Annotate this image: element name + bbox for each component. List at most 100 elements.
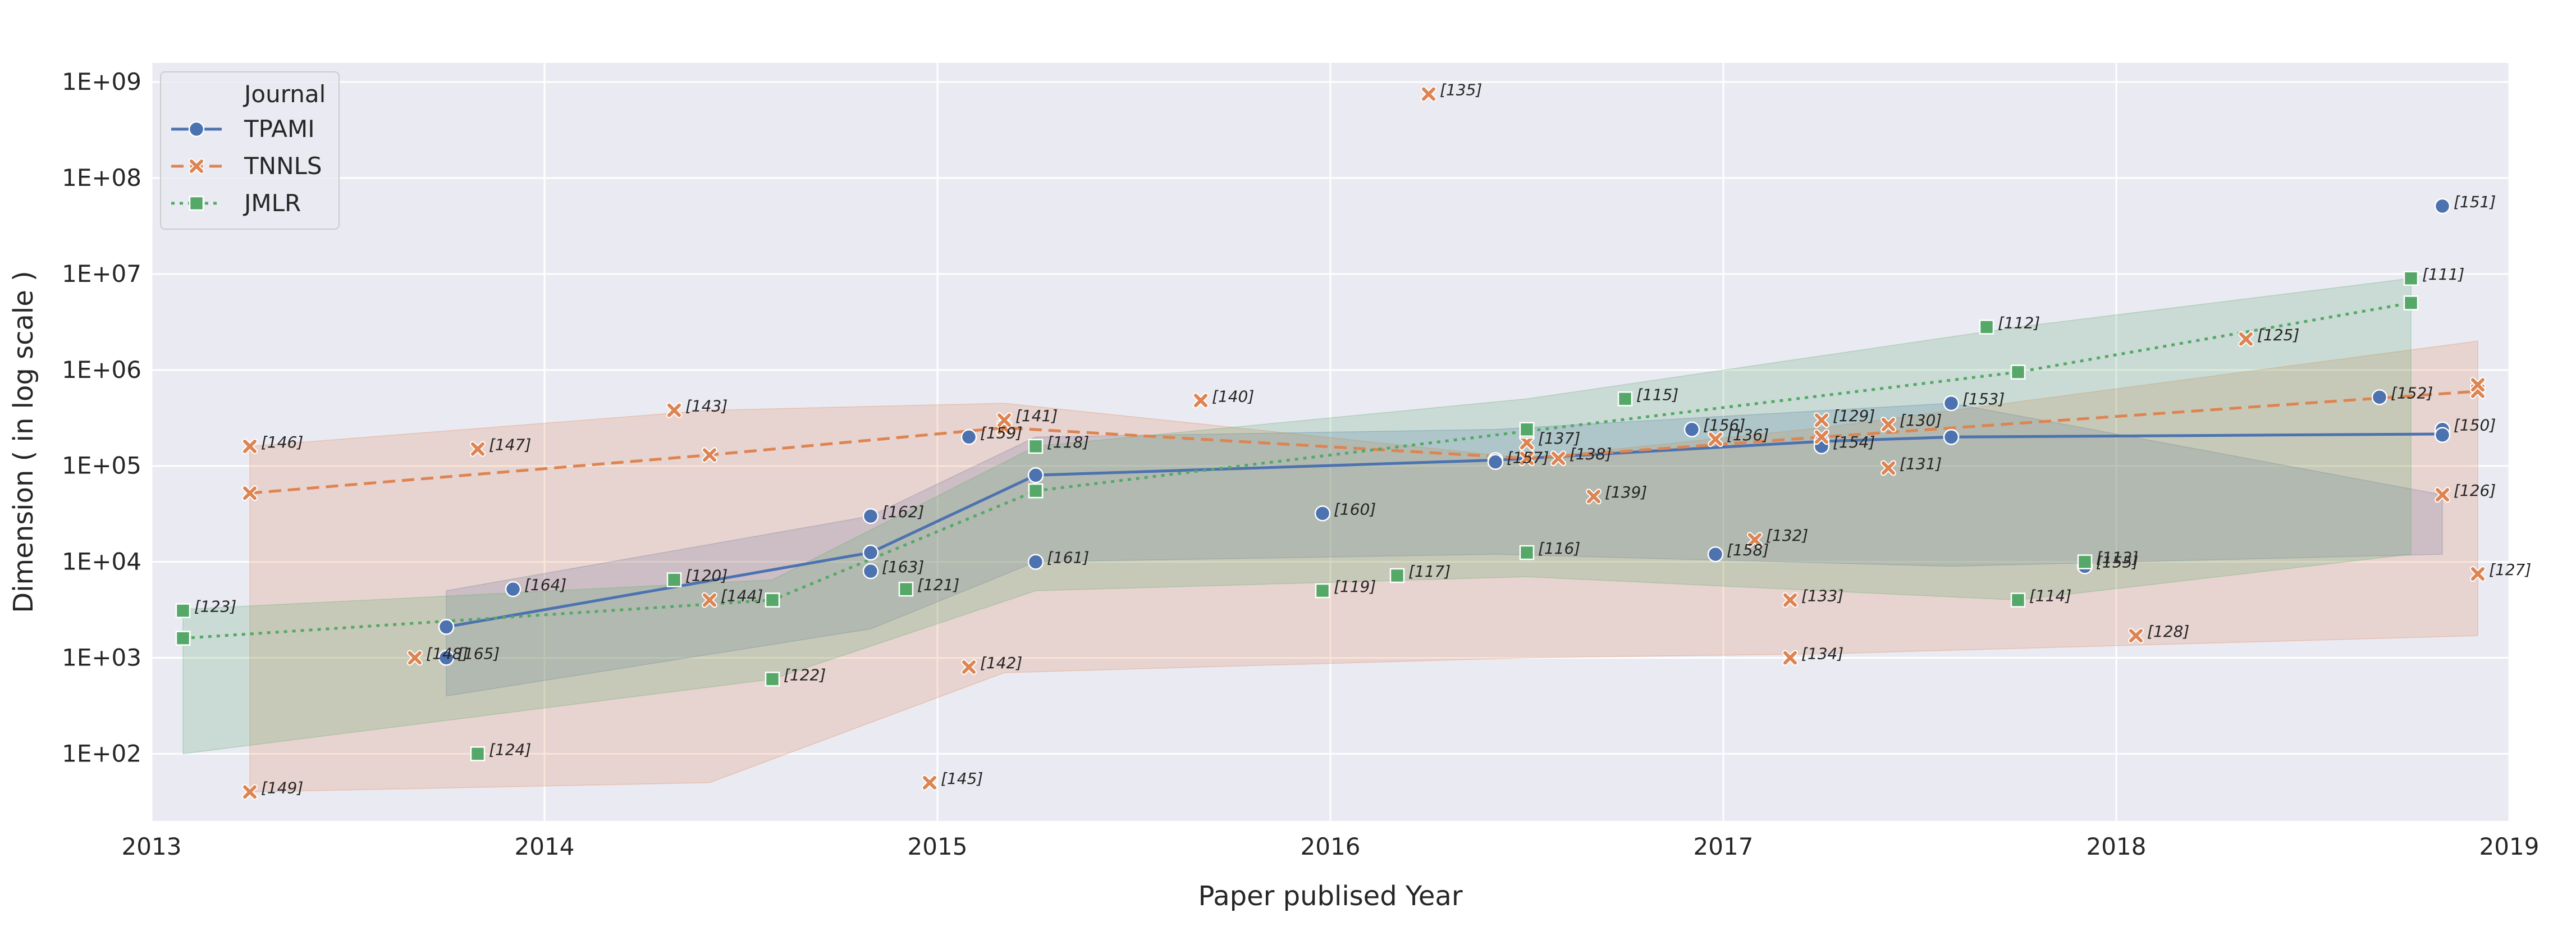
jmlr-point-label: [112]	[1998, 313, 2040, 332]
jmlr-line	[182, 301, 2412, 640]
y-tick-label: 1E+04	[62, 548, 141, 576]
tnnls-point-label: [148]	[426, 644, 468, 663]
tnnls-point-label: [127]	[2489, 560, 2531, 579]
tpami-point-label: [164]	[524, 576, 566, 594]
confidence-bands	[182, 277, 2478, 793]
tpami-point	[960, 429, 977, 445]
tnnls-point	[961, 659, 977, 676]
tnnls-point-stroke	[2471, 378, 2485, 392]
tpami-point	[2434, 198, 2451, 215]
tnnls-point	[1782, 650, 1798, 666]
tnnls-point	[2128, 628, 2144, 644]
x-tick-label: 2015	[908, 833, 968, 860]
jmlr-point	[2010, 364, 2026, 380]
y-axis-ticks: 1E+02 1E+03 1E+04 1E+05 1E+06 1E+07 1E+08 1E+09	[62, 68, 141, 767]
tnnls-band	[249, 340, 2478, 793]
x-tick-label: 2017	[1694, 833, 1754, 860]
jmlr-point-label: [121]	[917, 576, 959, 594]
tnnls-point	[2470, 377, 2486, 393]
tnnls-point-stroke	[243, 486, 257, 500]
jmlr-point	[1979, 320, 1994, 335]
jmlr-point	[1389, 568, 1405, 583]
y-tick-label: 1E+05	[62, 452, 141, 480]
tnnls-point-label: [149]	[261, 778, 303, 797]
tnnls-point	[407, 650, 423, 666]
tpami-point	[1027, 554, 1044, 570]
tnnls-point-label: [131]	[1900, 455, 1942, 473]
jmlr-point-label: [124]	[489, 740, 531, 759]
tnnls-point	[1550, 450, 1566, 467]
tpami-point	[1487, 454, 1504, 470]
jmlr-point	[1315, 583, 1330, 599]
tnnls-line	[249, 390, 2478, 495]
tpami-point	[1943, 429, 1960, 445]
tnnls-point-stroke	[1194, 394, 1207, 408]
tnnls-point-stroke	[408, 651, 422, 665]
jmlr-point	[666, 572, 682, 587]
tnnls-point-stroke	[1520, 436, 1534, 450]
jmlr-point	[470, 746, 486, 761]
tnnls-point	[1880, 417, 1896, 433]
tnnls-legend-marker	[189, 158, 204, 174]
tnnls-point-stroke	[2129, 629, 2143, 643]
tnnls-point-stroke	[1587, 490, 1600, 504]
tnnls-legend-label: TNNLS	[244, 152, 322, 180]
tpami-point	[438, 650, 455, 666]
jmlr-point	[1028, 439, 1044, 454]
tnnls-point-stroke	[2471, 567, 2485, 581]
tnnls-point-label: [128]	[2147, 622, 2189, 641]
tnnls-point-stroke	[1422, 87, 1435, 101]
tpami-band	[446, 403, 2443, 697]
tnnls-point	[1421, 86, 1436, 102]
tnnls-point	[1586, 489, 1602, 505]
tnnls-point-stroke	[923, 775, 936, 790]
y-tick-label: 1E+07	[62, 260, 141, 288]
tnnls-point	[1880, 460, 1896, 476]
tnnls-point	[702, 447, 717, 463]
tnnls-point-stroke	[998, 413, 1011, 427]
tnnls-legend-marker-stroke	[190, 159, 203, 173]
tnnls-point-label: [137]	[1538, 429, 1580, 448]
tnnls-point-stroke	[1552, 451, 1565, 466]
jmlr-point	[2010, 592, 2026, 608]
y-tick-label: 1E+03	[62, 644, 141, 671]
tnnls-point-label: [139]	[1605, 483, 1647, 501]
tpami-point	[862, 563, 879, 579]
x-tick-label: 2013	[122, 833, 182, 860]
tnnls-point-stroke	[703, 593, 716, 607]
tnnls-point-stroke	[667, 403, 681, 417]
y-tick-label: 1E+09	[62, 68, 141, 95]
tnnls-point	[242, 784, 258, 800]
tnnls-point	[1814, 412, 1829, 428]
y-axis-label: Dimension ( in log scale )	[8, 271, 39, 613]
tnnls-point-label: [146]	[261, 433, 303, 451]
x-tick-label: 2018	[2087, 833, 2147, 860]
jmlr-point	[175, 603, 191, 618]
tpami-point	[862, 508, 879, 524]
tpami-point-label: [152]	[2391, 384, 2433, 402]
tpami-point-label: [165]	[457, 644, 500, 663]
tnnls-point	[1708, 431, 1723, 448]
tpami-point	[862, 544, 879, 561]
jmlr-point-label: [116]	[1538, 539, 1580, 558]
tpami-point-label: [155]	[2096, 553, 2138, 571]
x-axis-label: Paper publised Year	[1198, 880, 1462, 912]
tnnls-point-stroke	[1783, 593, 1797, 607]
tnnls-point-stroke	[1882, 418, 1895, 432]
tnnls-point-label: [125]	[2257, 326, 2299, 344]
tnnls-line-marker-stroke	[1520, 451, 1534, 466]
tnnls-point-stroke	[703, 448, 716, 462]
jmlr-point-label: [120]	[685, 567, 727, 585]
jmlr-point	[1617, 391, 1633, 407]
jmlr-point-label: [114]	[2029, 587, 2071, 605]
jmlr-point	[898, 581, 914, 597]
tnnls-point	[922, 774, 937, 791]
y-tick-label: 1E+06	[62, 356, 141, 384]
tpami-point-label: [153]	[1962, 390, 2005, 408]
legend-entries: TPAMI TNNLS JMLR	[171, 115, 322, 217]
tnnls-point	[666, 402, 682, 418]
tnnls-point-label: [141]	[1015, 407, 1058, 425]
tnnls-point	[1519, 435, 1535, 451]
tnnls-point-stroke	[1815, 413, 1828, 427]
